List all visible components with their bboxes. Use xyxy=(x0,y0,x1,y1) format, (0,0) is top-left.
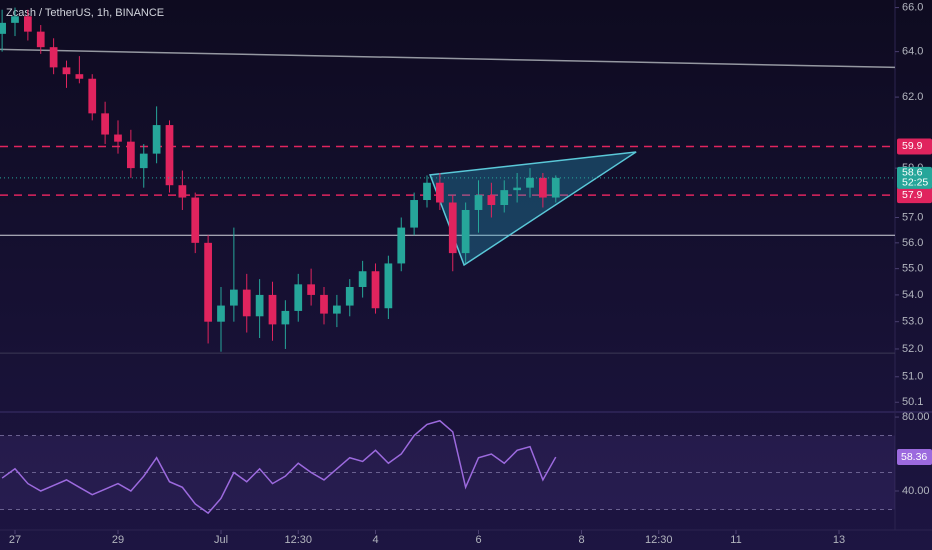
candle-body xyxy=(423,182,431,201)
candle-body xyxy=(217,305,225,322)
candle-body xyxy=(191,197,200,243)
candle-body xyxy=(165,125,174,186)
x-tick-label: 8 xyxy=(578,534,584,546)
x-tick-label: 29 xyxy=(112,534,124,546)
y-tick-label: 53.0 xyxy=(902,316,923,328)
candle-body xyxy=(320,294,328,314)
price-tag xyxy=(897,138,932,155)
y-tick-label: 66.0 xyxy=(902,1,923,13)
candle-body xyxy=(500,190,509,205)
y-tick-label: 51.0 xyxy=(902,371,923,383)
candle-body xyxy=(397,227,406,264)
y-tick-label: 64.0 xyxy=(902,46,923,58)
y-tick-label: 55.0 xyxy=(902,263,923,275)
candle-body xyxy=(436,182,444,203)
y-tick-label: 50.1 xyxy=(902,396,923,408)
candle-body xyxy=(307,284,315,295)
candle-body xyxy=(230,289,238,306)
y-tick-label: 57.0 xyxy=(902,211,923,223)
x-tick-label: 12:30 xyxy=(645,534,673,546)
candle-body xyxy=(384,263,393,309)
last-price-label: 58.6 xyxy=(902,167,923,179)
candle-body xyxy=(255,294,264,317)
candle-body xyxy=(371,271,380,309)
candle-body xyxy=(139,153,148,169)
x-tick-label: 27 xyxy=(9,534,21,546)
candle-body xyxy=(178,185,187,198)
candle-body xyxy=(242,289,251,317)
candle-body xyxy=(448,202,457,254)
candle-body xyxy=(127,141,135,169)
candle-body xyxy=(23,16,32,32)
candle-body xyxy=(204,242,212,322)
candle-body xyxy=(101,113,109,135)
y-tick-label: 52.0 xyxy=(902,343,923,355)
candle-body xyxy=(36,31,45,48)
triangle-pattern xyxy=(429,151,637,267)
rsi-y-tick-label: 80.00 xyxy=(902,411,930,423)
candle-body xyxy=(281,310,290,325)
candle-body xyxy=(75,74,84,79)
x-tick-label: 11 xyxy=(730,534,741,546)
y-tick-label: 62.0 xyxy=(902,91,923,103)
candle-body xyxy=(474,195,483,210)
candle-body xyxy=(114,134,122,142)
candle-body xyxy=(294,284,303,311)
candle-body xyxy=(62,67,71,75)
x-tick-label: 4 xyxy=(372,534,378,546)
trendline xyxy=(0,48,896,69)
candle-body xyxy=(410,200,418,228)
candle-body xyxy=(526,177,534,188)
candle-body xyxy=(333,305,341,314)
rsi-tag-label: 58.36 xyxy=(901,451,927,463)
x-tick-label: 13 xyxy=(833,534,845,546)
candle-body xyxy=(49,47,58,68)
candle-body xyxy=(461,209,470,254)
candle-body xyxy=(513,187,521,191)
countdown-label: 52:25 xyxy=(902,177,928,189)
candle-body xyxy=(487,195,496,205)
y-tick-label: 56.0 xyxy=(902,237,923,249)
candle-body xyxy=(358,271,367,287)
rsi-line xyxy=(1,419,557,515)
candle-body xyxy=(268,294,277,325)
price-tag-label: 59.9 xyxy=(902,140,923,152)
candle-body xyxy=(152,125,161,154)
price-tag xyxy=(897,187,932,204)
candle-body xyxy=(0,22,6,34)
candle-body xyxy=(345,286,354,306)
candle-body xyxy=(539,177,547,198)
y-tick-label: 54.0 xyxy=(902,289,923,301)
rsi-y-tick-label: 40.00 xyxy=(902,485,930,497)
candle-body xyxy=(88,78,97,114)
last-price-tag xyxy=(897,166,932,189)
x-tick-label: 12:30 xyxy=(284,534,312,546)
x-tick-label: 6 xyxy=(475,534,481,546)
candle-body xyxy=(11,16,19,23)
price-tag-label: 57.9 xyxy=(902,189,923,201)
rsi-tag xyxy=(897,449,932,466)
x-tick-label: Jul xyxy=(214,534,228,546)
chart-title: Zcash / TetherUS, 1h, BINANCE xyxy=(6,7,164,19)
candle-body xyxy=(551,177,560,198)
